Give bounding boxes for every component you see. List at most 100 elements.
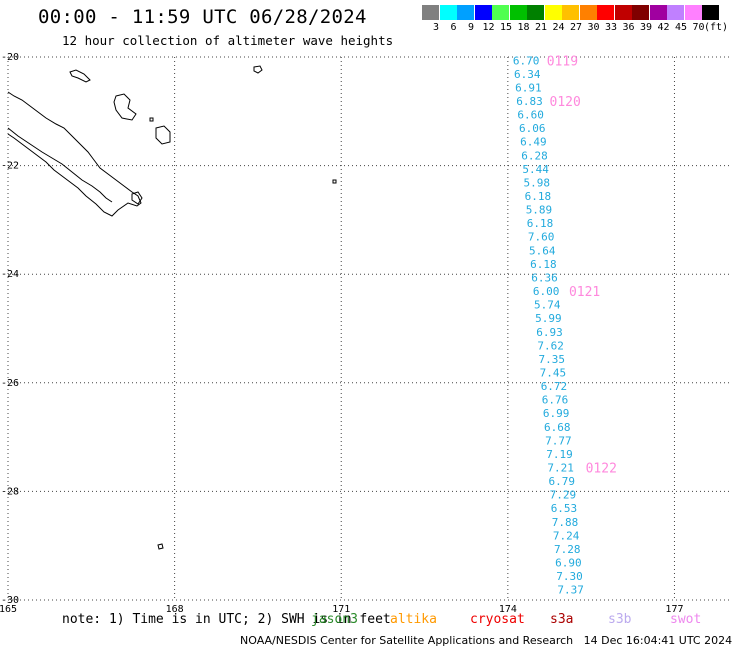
island-isle-of-pines [131, 191, 143, 205]
swh-value: 6.76 [542, 394, 569, 407]
legend-label: 30 [587, 22, 600, 33]
coastline-new-caledonia [7, 91, 142, 217]
satellite-s3a: s3a [550, 612, 574, 627]
legend-label: 24 [552, 22, 565, 33]
swh-value: 6.60 [517, 109, 544, 122]
coastline [7, 65, 337, 550]
map-grid [7, 56, 730, 601]
legend-swatch [422, 5, 439, 20]
legend-label: 18 [517, 22, 530, 33]
swh-value: 6.53 [551, 502, 578, 515]
legend-swatch [562, 5, 579, 20]
swh-value: 7.30 [556, 570, 583, 583]
legend-swatch [474, 5, 492, 20]
legend-swatch [597, 5, 614, 20]
lat-tick-label: -24 [1, 269, 19, 280]
legend-label: 15 [499, 22, 513, 33]
legend-swatch [649, 5, 667, 20]
lat-tick-label: -20 [1, 52, 19, 63]
swh-value: 6.34 [514, 68, 541, 81]
swh-value: 7.21 [547, 462, 574, 475]
swh-value: 6.18 [527, 217, 554, 230]
satellite-cryosat: cryosat [470, 612, 525, 627]
lon-tick-label: 174 [499, 604, 517, 615]
island-small-b [332, 179, 337, 184]
island-walpole [253, 65, 263, 74]
swh-value: 5.44 [522, 163, 549, 176]
swh-value: 6.72 [541, 380, 568, 393]
satellite-swot: swot [670, 612, 702, 627]
swh-value: 7.77 [545, 434, 572, 447]
island-norfolk [157, 543, 164, 550]
pass-time-label: 0122 [586, 462, 617, 477]
axis-ticks: 165 168 171 174 177 -20 -22 -24 -26 -28 -30 [0, 52, 683, 615]
lat-tick-label: -30 [1, 595, 19, 606]
legend-label: 39 [639, 22, 653, 33]
satellite-s3b: s3b [608, 612, 632, 627]
legend-swatch [509, 5, 527, 20]
legend-swatch [632, 5, 649, 20]
pass-time-label: 0119 [547, 54, 578, 69]
legend-label: 21 [534, 22, 548, 33]
swh-value: 7.28 [554, 543, 581, 556]
swh-value: 6.00 [533, 285, 560, 298]
swh-value: 7.60 [528, 231, 555, 244]
island-ouvea [69, 69, 91, 83]
swh-value: 7.62 [537, 339, 564, 352]
lat-tick-label: -26 [1, 378, 19, 389]
legend-label: 12 [482, 22, 495, 33]
island-small-a [149, 117, 154, 122]
lon-tick-label: 171 [332, 604, 350, 615]
swh-value: 7.88 [552, 516, 579, 529]
footer-credit: NOAA/NESDIS Center for Satellite Applica… [240, 634, 733, 647]
altimeter-track: 6.706.346.916.836.606.066.496.285.445.98… [513, 54, 617, 596]
swh-value: 6.83 [516, 95, 543, 108]
legend-swatch [457, 5, 474, 20]
swh-value: 6.70 [513, 54, 540, 67]
legend-swatch [684, 5, 702, 20]
satellite-jason3: jason3 [311, 612, 358, 627]
lon-tick-label: 165 [0, 604, 17, 615]
footnote: note: 1) Time is in UTC; 2) SWH is in fe… [62, 612, 391, 627]
legend-label: 6 [450, 22, 457, 33]
swh-value: 6.91 [515, 81, 542, 94]
swh-value: 7.29 [550, 489, 577, 502]
pass-time-label: 0120 [550, 95, 581, 110]
swh-value: 6.99 [543, 407, 570, 420]
swh-value: 5.74 [534, 299, 561, 312]
island-lifou [113, 93, 137, 121]
swh-value: 6.06 [519, 122, 546, 135]
coastline-new-caledonia-inner [7, 127, 113, 203]
swh-value: 5.89 [526, 204, 553, 217]
legend-swatch [702, 5, 719, 20]
island-mare [155, 125, 171, 145]
legend-label: 70 [692, 22, 705, 33]
satellite-altika: altika [390, 612, 437, 627]
swh-value: 6.79 [548, 475, 575, 488]
swh-value: 6.18 [530, 258, 557, 271]
swh-value: 6.93 [536, 326, 563, 339]
swh-value: 7.37 [557, 584, 584, 597]
swh-value: 5.99 [535, 312, 562, 325]
legend-label: 27 [569, 22, 583, 33]
legend-swatch [667, 5, 684, 20]
swh-value: 7.24 [553, 529, 580, 542]
swh-value: 6.28 [521, 149, 548, 162]
lon-tick-label: 177 [665, 604, 683, 615]
legend-label: 42 [657, 22, 670, 33]
legend-unit: (ft) [704, 22, 729, 33]
swh-value: 7.35 [538, 353, 565, 366]
legend-swatch [579, 5, 597, 20]
legend-label: 45 [674, 22, 688, 33]
legend-swatch [614, 5, 632, 20]
swh-value: 6.49 [520, 136, 547, 149]
legend-swatch [544, 5, 562, 20]
legend-label: 33 [604, 22, 618, 33]
swh-value: 6.18 [525, 190, 552, 203]
lat-tick-label: -28 [1, 486, 19, 497]
swh-value: 6.68 [544, 421, 571, 434]
legend-label: 9 [467, 22, 475, 33]
legend-swatch [439, 5, 457, 20]
swh-value: 6.36 [531, 271, 558, 284]
